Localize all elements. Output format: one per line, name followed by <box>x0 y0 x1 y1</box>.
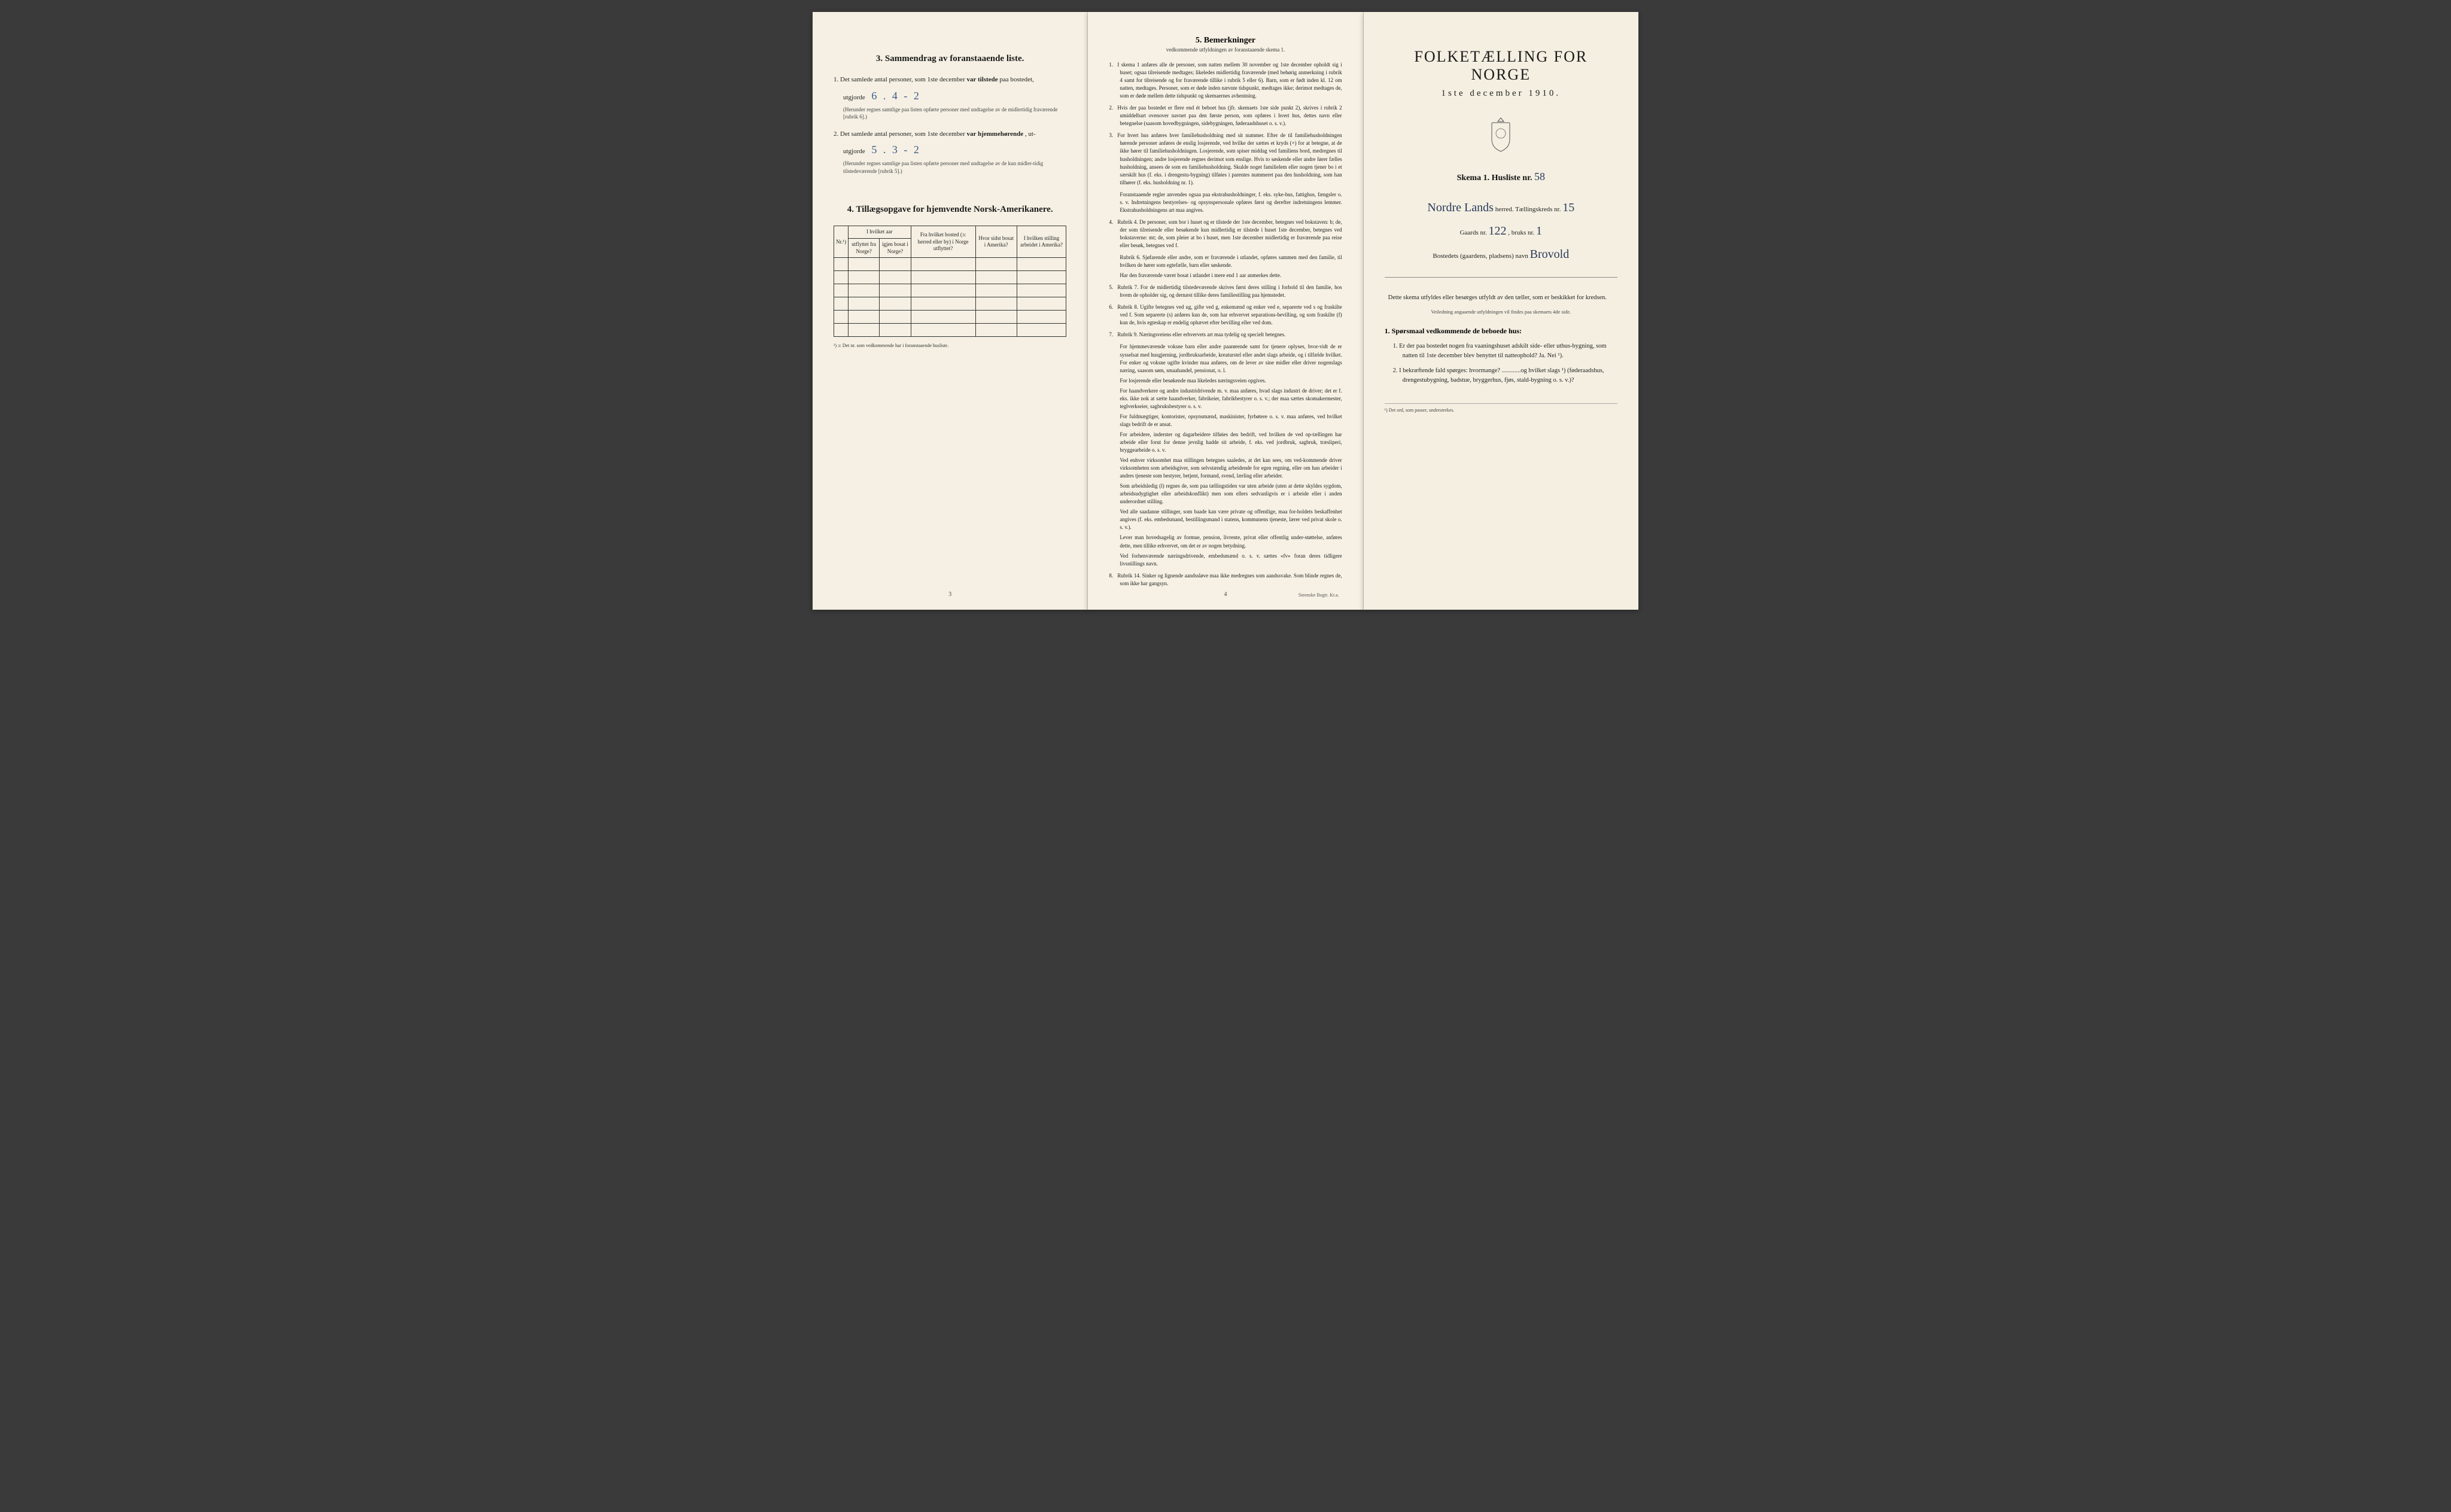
skema-line: Skema 1. Husliste nr. 58 <box>1385 171 1617 183</box>
pagenum-left: 3 <box>813 591 1087 598</box>
item1-note: (Herunder regnes samtlige paa listen opf… <box>843 106 1066 121</box>
rule-item: Som arbeidsledig (l) regnes de, som paa … <box>1120 482 1342 506</box>
kreds-number: 15 <box>1562 201 1574 214</box>
subcol-bosat: igjen bosat i Norge? <box>880 239 911 258</box>
page-left: 3. Sammendrag av foranstaaende liste. 1.… <box>813 12 1088 610</box>
item1-fill: utgjorde 6 . 4 - 2 <box>843 90 1066 102</box>
item2-suffix: , ut- <box>1025 130 1036 138</box>
rules-list: 1.I skema 1 anføres alle de personer, so… <box>1109 61 1342 588</box>
item1-bold: var tilstede <box>967 76 998 83</box>
rule-item: 7.Rubrik 9. Næringsveiens eller erhverve… <box>1109 331 1342 339</box>
section3-item1: 1. Det samlede antal personer, som 1ste … <box>834 75 1066 85</box>
rule-item: For haandverkere og andre industridriven… <box>1120 387 1342 410</box>
herred-value: Nordre Lands <box>1427 201 1494 214</box>
rule-item: 5.Rubrik 7. For de midlertidig tilstedev… <box>1109 284 1342 299</box>
intro-small: Veiledning angaaende utfyldningen vil fi… <box>1385 309 1617 315</box>
printer-credit: Steenske Bogtr. Kr.a. <box>1299 592 1339 598</box>
col-bosted: Fra hvilket bosted (ɔ: herred eller by) … <box>911 226 975 258</box>
document-spread: 3. Sammendrag av foranstaaende liste. 1.… <box>813 12 1638 610</box>
question-1: 1. Er der paa bostedet nogen fra vaaning… <box>1393 342 1617 361</box>
bruk-label: , bruks nr. <box>1508 229 1534 236</box>
coat-of-arms-icon <box>1486 117 1516 153</box>
bruk-number: 1 <box>1536 224 1542 238</box>
item2-bold: var hjemmehørende <box>967 130 1024 138</box>
gaard-label: Gaards nr. <box>1460 229 1487 236</box>
rule-item: Ved alle saadanne stillinger, som baade … <box>1120 508 1342 531</box>
table-row <box>834 297 1066 311</box>
rule-item: Ved forhenværende næringsdrivende, embed… <box>1120 552 1342 568</box>
col-amerika: Hvor sidst bosat i Amerika? <box>975 226 1017 258</box>
section5-sub: vedkommende utfyldningen av foranstaaend… <box>1109 47 1342 53</box>
col-nr: Nr.¹) <box>834 226 849 258</box>
table-row <box>834 311 1066 324</box>
section3-item2: 2. Det samlede antal personer, som 1ste … <box>834 129 1066 139</box>
rule-item: Ved enhver virksomhet maa stillingen bet… <box>1120 457 1342 480</box>
page-right: FOLKETÆLLING FOR NORGE 1ste december 191… <box>1364 12 1638 610</box>
rule-item: Har den fraværende været bosat i utlande… <box>1120 272 1342 279</box>
table-row <box>834 258 1066 271</box>
col-stilling: I hvilken stilling arbeidet i Amerika? <box>1017 226 1066 258</box>
intro-text: Dette skema utfyldes eller besørges utfy… <box>1385 293 1617 303</box>
table-row <box>834 284 1066 297</box>
rule-item: Foranstaaende regler anvendes ogsaa paa … <box>1120 191 1342 214</box>
divider <box>1385 277 1617 278</box>
item1-prefix: 1. Det samlede antal personer, som 1ste … <box>834 76 965 83</box>
rule-item: Lever man hovedsagelig av formue, pensio… <box>1120 534 1342 549</box>
rule-item: 2.Hvis der paa bostedet er flere end ét … <box>1109 104 1342 127</box>
section4-heading: 4. Tillægsopgave for hjemvendte Norsk-Am… <box>834 205 1066 215</box>
rule-item: For arbeidere, inderster og dagarbeidere… <box>1120 431 1342 454</box>
skema-label: Skema 1. Husliste nr. <box>1457 174 1532 182</box>
page-middle: 5. Bemerkninger vedkommende utfyldningen… <box>1088 12 1363 610</box>
bottom-footnote: ¹) Det ord, som passer, understrekes. <box>1385 403 1617 413</box>
item2-fill: utgjorde 5 . 3 - 2 <box>843 144 1066 156</box>
utgjorde-label-2: utgjorde <box>843 148 865 155</box>
section4-footnote: ¹) ɔ: Det nr. som vedkommende har i fora… <box>834 343 1066 348</box>
section3-heading: 3. Sammendrag av foranstaaende liste. <box>834 54 1066 64</box>
rule-item: 1.I skema 1 anføres alle de personer, so… <box>1109 61 1342 100</box>
gaard-number: 122 <box>1489 224 1507 238</box>
question-heading: 1. Spørsmaal vedkommende de beboede hus: <box>1385 327 1617 336</box>
rule-item: For hjemmeværende voksne barn eller andr… <box>1120 343 1342 374</box>
herred-row: Nordre Lands herred. Tællingskreds nr. 1… <box>1385 201 1617 215</box>
rule-item: 8.Rubrik 14. Sinker og lignende aandsslø… <box>1109 572 1342 588</box>
table-row <box>834 271 1066 284</box>
rule-item: 3.For hvert hus anføres hver familiehush… <box>1109 132 1342 186</box>
rule-item: For losjerende eller besøkende maa likel… <box>1120 377 1342 385</box>
rule-item: 6.Rubrik 8. Ugifte betegnes ved ug, gift… <box>1109 303 1342 327</box>
subcol-utflyttet: utflyttet fra Norge? <box>848 239 879 258</box>
utgjorde-label: utgjorde <box>843 94 865 101</box>
item2-note: (Herunder regnes samtlige paa listen opf… <box>843 160 1066 175</box>
herred-label: herred. Tællingskreds nr. <box>1495 206 1561 213</box>
item1-suffix: paa bostedet, <box>999 76 1033 83</box>
bosted-value: Brovold <box>1530 248 1570 261</box>
handwritten-value-2: 5 . 3 - 2 <box>866 144 926 156</box>
question-2: 2. I bekræftende fald spørges: hvormange… <box>1393 366 1617 385</box>
rule-item: Rubrik 6. Sjøfarende eller andre, som er… <box>1120 254 1342 269</box>
section5-heading: 5. Bemerkninger <box>1109 36 1342 45</box>
table-body <box>834 258 1066 337</box>
date-line: 1ste december 1910. <box>1385 89 1617 99</box>
main-title: FOLKETÆLLING FOR NORGE <box>1385 48 1617 84</box>
table-row <box>834 324 1066 337</box>
col-aar: I hvilket aar <box>848 226 911 239</box>
bosted-row: Bostedets (gaardens, pladsens) navn Brov… <box>1385 248 1617 261</box>
skema-number: 58 <box>1534 171 1545 182</box>
rule-item: For fuldmægtiger, kontorister, opsynsmæn… <box>1120 413 1342 428</box>
bosted-label: Bostedets (gaardens, pladsens) navn <box>1433 252 1528 260</box>
item2-prefix: 2. Det samlede antal personer, som 1ste … <box>834 130 965 138</box>
handwritten-value-1: 6 . 4 - 2 <box>866 90 926 102</box>
section4-table: Nr.¹) I hvilket aar Fra hvilket bosted (… <box>834 226 1066 337</box>
gaard-row: Gaards nr. 122 , bruks nr. 1 <box>1385 224 1617 238</box>
rule-item: 4.Rubrik 4. De personer, som bor i huset… <box>1109 218 1342 250</box>
